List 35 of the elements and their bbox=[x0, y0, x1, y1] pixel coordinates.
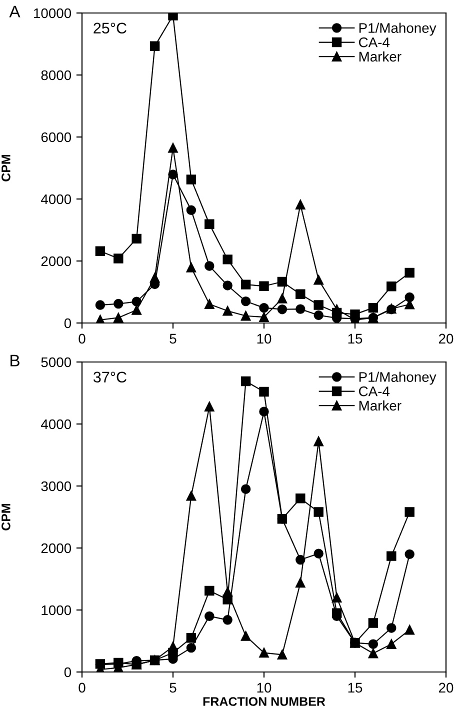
y-tick-label: 10000 bbox=[34, 8, 72, 18]
x-tick-label: 20 bbox=[438, 682, 454, 693]
chart-title: A bbox=[9, 6, 20, 18]
y-tick-label: 0 bbox=[64, 318, 72, 328]
legend-label: P1/Mahoney bbox=[359, 372, 436, 385]
y-tick-label: 2000 bbox=[41, 256, 72, 266]
y-axis-title: CPM bbox=[2, 154, 10, 182]
x-tick-label: 5 bbox=[170, 682, 176, 693]
y-tick-label: 2000 bbox=[41, 543, 72, 554]
legend-label: CA-4 bbox=[359, 386, 390, 396]
chart-title: B bbox=[10, 354, 20, 366]
legend-label: Marker bbox=[359, 51, 402, 62]
y-tick-label: 4000 bbox=[41, 419, 72, 430]
y-tick-label: 8000 bbox=[41, 70, 72, 80]
annotation: 37°C bbox=[94, 372, 126, 383]
y-tick-label: 6000 bbox=[41, 132, 72, 142]
x-tick-label: 5 bbox=[170, 334, 176, 344]
x-tick-label: 10 bbox=[257, 682, 272, 693]
y-tick-label: 4000 bbox=[41, 194, 72, 204]
y-tick-label: 3000 bbox=[41, 481, 72, 492]
y-tick-label: 1000 bbox=[42, 605, 72, 616]
y-tick-label: 0 bbox=[64, 667, 72, 678]
x-tick-label: 15 bbox=[348, 334, 362, 344]
x-tick-label: 15 bbox=[348, 682, 362, 693]
x-tick-label: 0 bbox=[78, 682, 86, 693]
y-tick-label: 5000 bbox=[41, 357, 72, 368]
x-axis-title: FRACTION NUMBER bbox=[203, 697, 326, 706]
y-axis-title: CPM bbox=[2, 504, 10, 530]
annotation: 25°C bbox=[94, 22, 126, 34]
x-tick-label: 10 bbox=[257, 334, 272, 344]
legend-label: P1/Mahoney bbox=[359, 22, 436, 36]
legend-label: CA-4 bbox=[359, 37, 390, 48]
legend-label: Marker bbox=[359, 400, 402, 411]
x-tick-label: 20 bbox=[438, 334, 454, 344]
x-tick-label: 0 bbox=[78, 334, 86, 344]
